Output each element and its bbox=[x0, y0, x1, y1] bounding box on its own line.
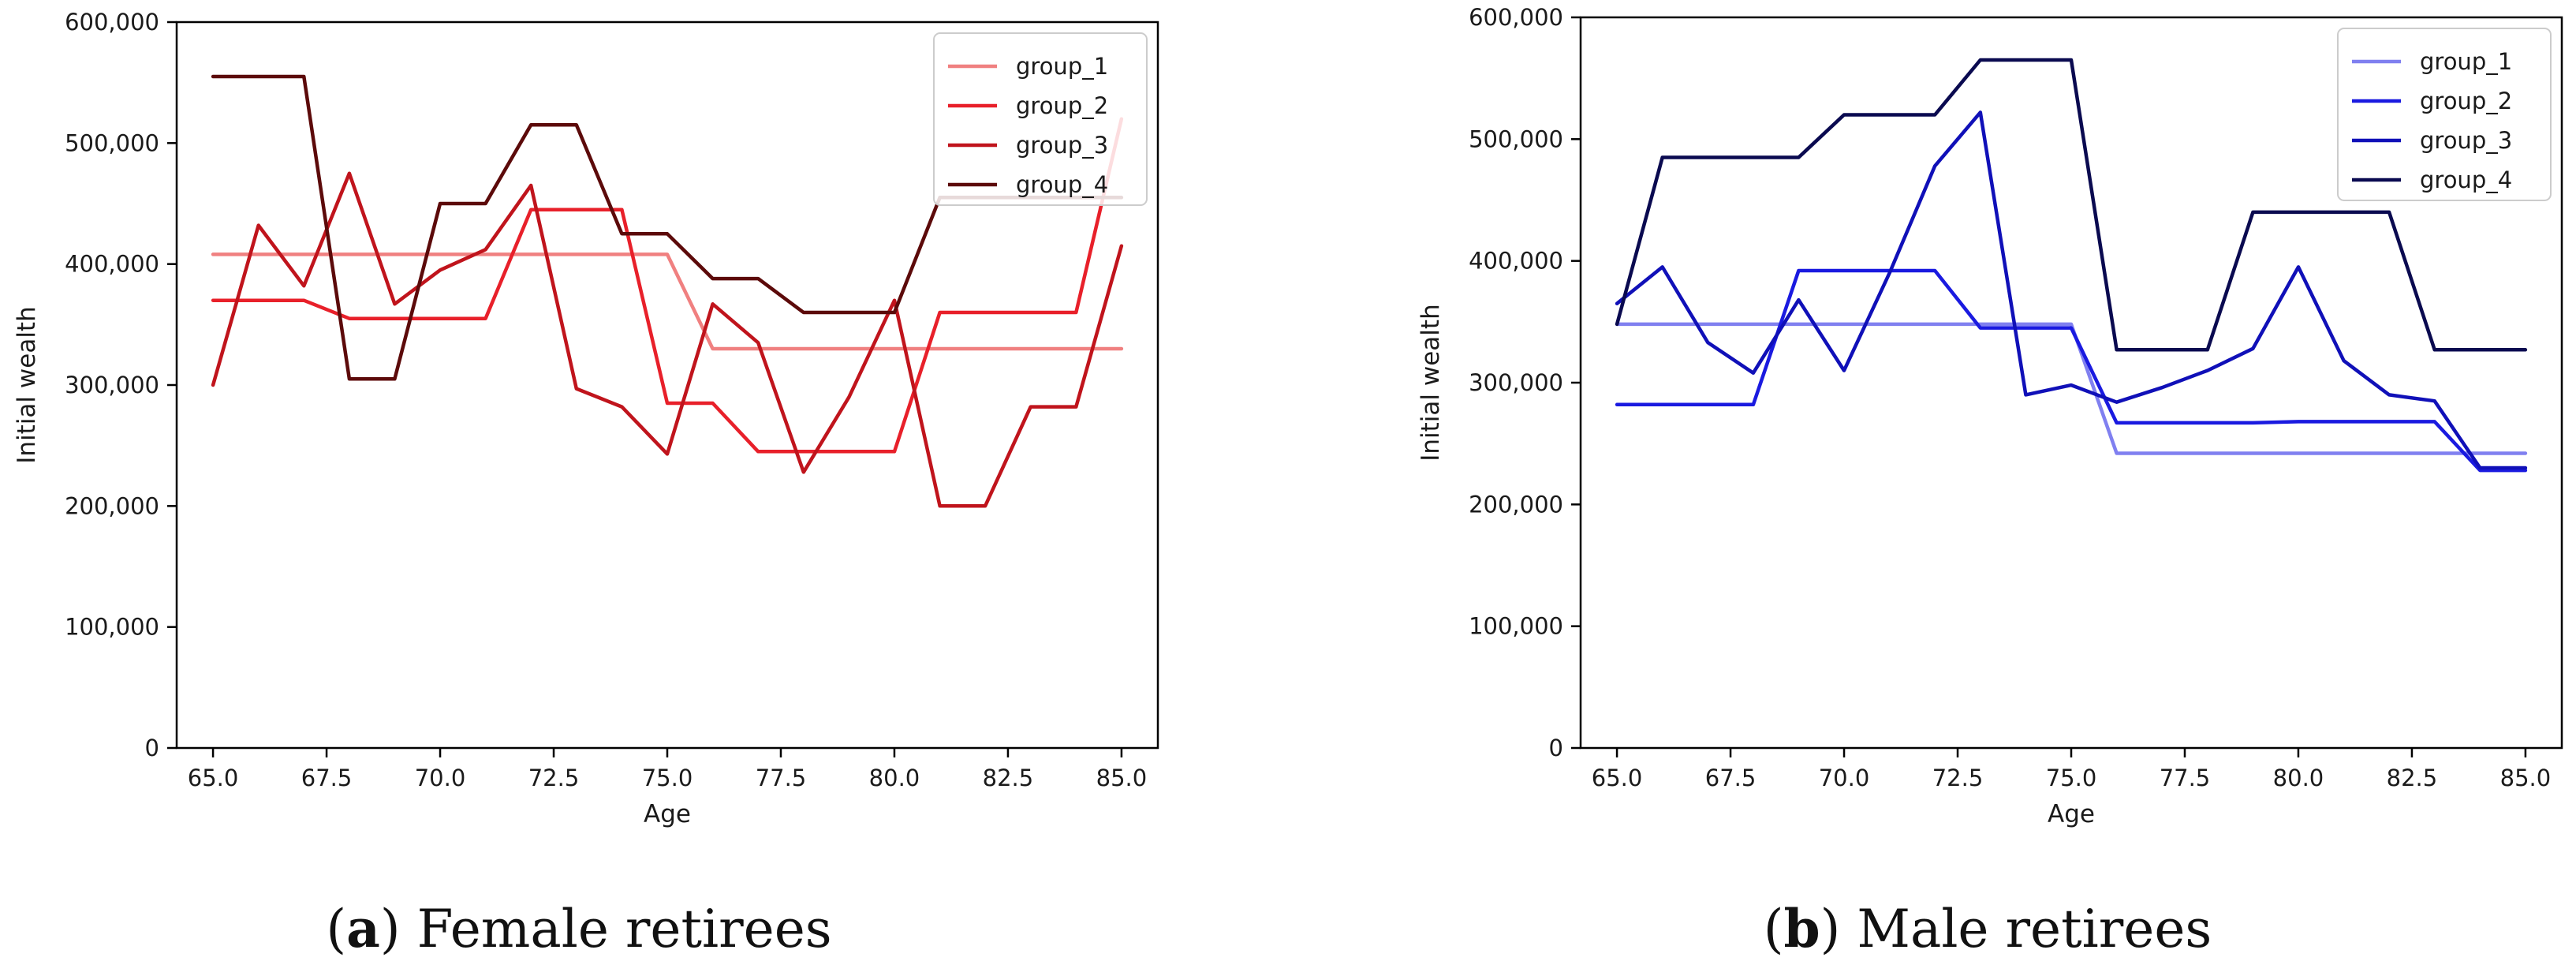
x-axis-label: Age bbox=[2048, 800, 2095, 828]
x-tick-label: 77.5 bbox=[2160, 765, 2211, 791]
y-tick-label: 100,000 bbox=[65, 614, 159, 641]
y-tick-label: 400,000 bbox=[65, 251, 159, 278]
x-tick-label: 85.0 bbox=[2500, 765, 2552, 791]
series-line-group-2 bbox=[211, 117, 1124, 454]
legend: group_1 group_2 group_3 group_4 bbox=[2337, 28, 2552, 201]
x-tick-label: 67.5 bbox=[301, 765, 353, 791]
y-axis-label: Initial wealth bbox=[1417, 304, 1445, 461]
caption-paren-close: ) bbox=[1820, 899, 1857, 959]
y-tick-label: 200,000 bbox=[1469, 491, 1563, 518]
y-tick-label: 500,000 bbox=[65, 129, 159, 156]
chart-female-retirees: 65.0 67.5 70.0 72.5 75.0 77.5 80.0 82.5 85.0 0 100… bbox=[13, 9, 1159, 959]
x-tick-label: 75.0 bbox=[2046, 765, 2097, 791]
x-tick-label: 67.5 bbox=[1705, 765, 1757, 791]
caption-paren-open: ( bbox=[326, 899, 346, 959]
legend-label-group-3: group_3 bbox=[2420, 127, 2512, 154]
legend-label-group-4: group_4 bbox=[2420, 166, 2512, 193]
x-tick-label: 70.0 bbox=[415, 765, 466, 791]
legend-box bbox=[933, 32, 1148, 206]
x-tick-label: 85.0 bbox=[1096, 765, 1148, 791]
x-tick-label: 65.0 bbox=[1592, 765, 1643, 791]
figure-caption: (a) Female retirees bbox=[326, 898, 831, 959]
x-tick-label: 82.5 bbox=[983, 765, 1034, 791]
x-tick-label: 77.5 bbox=[756, 765, 807, 791]
x-tick-label: 72.5 bbox=[1932, 765, 1984, 791]
series-line-group-2 bbox=[1615, 268, 2528, 473]
series-line-group-3 bbox=[1615, 110, 2528, 470]
legend-label-group-4: group_4 bbox=[1016, 171, 1108, 198]
legend-box bbox=[2337, 28, 2552, 201]
y-tick-label: 300,000 bbox=[1469, 369, 1563, 396]
y-tick-label: 0 bbox=[1549, 735, 1563, 761]
legend-label-group-1: group_1 bbox=[2420, 48, 2512, 75]
legend-label-group-1: group_1 bbox=[1016, 53, 1108, 80]
x-axis-label: Age bbox=[644, 800, 691, 828]
x-tick-label: 82.5 bbox=[2387, 765, 2438, 791]
legend-label-group-2: group_2 bbox=[1016, 92, 1108, 119]
y-tick-label: 0 bbox=[145, 735, 159, 761]
y-tick-label: 400,000 bbox=[1469, 248, 1563, 275]
legend-label-group-2: group_2 bbox=[2420, 88, 2512, 114]
x-tick-label: 75.0 bbox=[642, 765, 693, 791]
series-line-group-1 bbox=[211, 252, 1124, 351]
figure-caption: (b) Male retirees bbox=[1764, 898, 2212, 959]
x-tick-label: 72.5 bbox=[528, 765, 580, 791]
series-lines bbox=[1615, 58, 2528, 473]
caption-paren-open: ( bbox=[1764, 899, 1784, 959]
y-tick-label: 600,000 bbox=[65, 9, 159, 36]
series-line-group-3 bbox=[211, 171, 1124, 508]
x-tick-label: 80.0 bbox=[2273, 765, 2324, 791]
caption-text: Male retirees bbox=[1857, 899, 2212, 959]
legend: group_1 group_2 group_3 group_4 bbox=[933, 32, 1148, 206]
x-tick-label: 70.0 bbox=[1819, 765, 1870, 791]
y-tick-label: 200,000 bbox=[65, 492, 159, 519]
series-line-group-4 bbox=[1615, 58, 2528, 352]
caption-text: Female retirees bbox=[417, 899, 832, 959]
caption-paren-close: ) bbox=[380, 899, 417, 959]
x-tick-label: 65.0 bbox=[188, 765, 239, 791]
y-tick-label: 100,000 bbox=[1469, 613, 1563, 640]
caption-letter: a bbox=[346, 898, 380, 959]
y-tick-label: 500,000 bbox=[1469, 125, 1563, 152]
series-line-group-1 bbox=[1615, 322, 2528, 455]
caption-letter: b bbox=[1784, 898, 1820, 959]
y-axis-label: Initial wealth bbox=[13, 306, 41, 463]
y-tick-label: 600,000 bbox=[1469, 4, 1563, 31]
chart-male-retirees: 65.0 67.5 70.0 72.5 75.0 77.5 80.0 82.5 85.0 0 100… bbox=[1417, 4, 2563, 959]
y-tick-label: 300,000 bbox=[65, 372, 159, 398]
x-tick-label: 80.0 bbox=[869, 765, 920, 791]
legend-label-group-3: group_3 bbox=[1016, 132, 1108, 159]
